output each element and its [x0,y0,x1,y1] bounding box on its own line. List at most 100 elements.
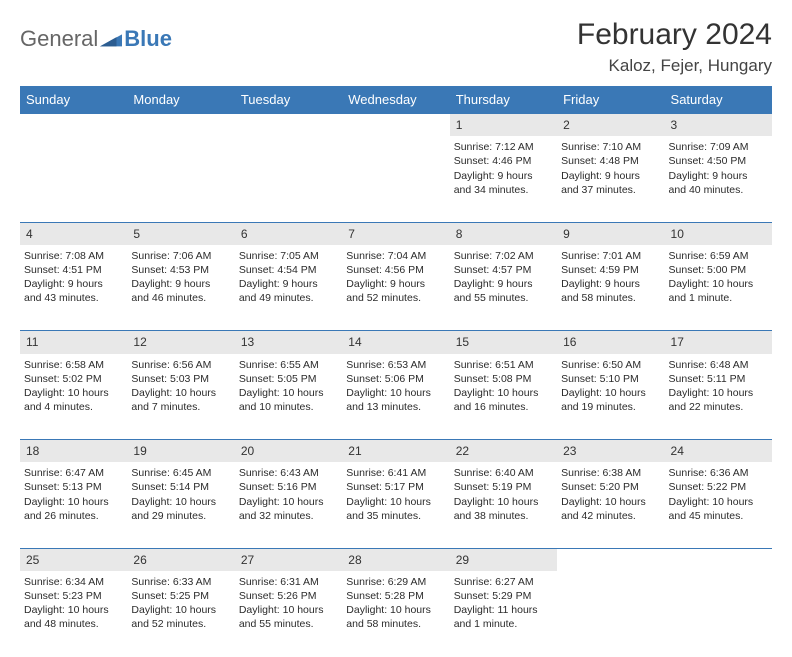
day-cell: Sunrise: 6:27 AMSunset: 5:29 PMDaylight:… [450,571,557,657]
daylight1-text: Daylight: 9 hours [561,169,660,183]
sunset-text: Sunset: 5:11 PM [669,372,768,386]
weekday-header: Wednesday [342,86,449,114]
daylight1-text: Daylight: 10 hours [24,603,123,617]
day-cell: Sunrise: 6:38 AMSunset: 5:20 PMDaylight:… [557,462,664,548]
day-number-cell: 12 [127,331,234,354]
daylight2-text: and 52 minutes. [131,617,230,631]
sunset-text: Sunset: 5:08 PM [454,372,553,386]
day-cell-content: Sunrise: 6:53 AMSunset: 5:06 PMDaylight:… [346,358,445,415]
sunset-text: Sunset: 5:14 PM [131,480,230,494]
day-cell: Sunrise: 7:08 AMSunset: 4:51 PMDaylight:… [20,245,127,331]
sunset-text: Sunset: 4:46 PM [454,154,553,168]
day-cell-content: Sunrise: 6:51 AMSunset: 5:08 PMDaylight:… [454,358,553,415]
daylight1-text: Daylight: 10 hours [24,495,123,509]
logo-text-2: Blue [124,26,172,52]
sunset-text: Sunset: 5:26 PM [239,589,338,603]
day-cell: Sunrise: 6:29 AMSunset: 5:28 PMDaylight:… [342,571,449,657]
day-cell: Sunrise: 6:36 AMSunset: 5:22 PMDaylight:… [665,462,772,548]
sunrise-text: Sunrise: 6:43 AM [239,466,338,480]
day-number-cell: 5 [127,222,234,245]
daylight1-text: Daylight: 9 hours [561,277,660,291]
day-number-cell: 14 [342,331,449,354]
daylight1-text: Daylight: 10 hours [669,386,768,400]
daylight1-text: Daylight: 10 hours [239,386,338,400]
sunset-text: Sunset: 4:56 PM [346,263,445,277]
sunrise-text: Sunrise: 6:29 AM [346,575,445,589]
sunrise-text: Sunrise: 6:38 AM [561,466,660,480]
daylight2-text: and 49 minutes. [239,291,338,305]
sunset-text: Sunset: 5:10 PM [561,372,660,386]
day-number-cell: 26 [127,548,234,571]
day-cell-content: Sunrise: 7:12 AMSunset: 4:46 PMDaylight:… [454,140,553,197]
day-cell: Sunrise: 7:02 AMSunset: 4:57 PMDaylight:… [450,245,557,331]
sunset-text: Sunset: 5:05 PM [239,372,338,386]
sunrise-text: Sunrise: 7:01 AM [561,249,660,263]
day-number-cell [235,114,342,137]
day-cell: Sunrise: 6:50 AMSunset: 5:10 PMDaylight:… [557,354,664,440]
day-cell: Sunrise: 7:10 AMSunset: 4:48 PMDaylight:… [557,136,664,222]
daylight1-text: Daylight: 10 hours [454,495,553,509]
sunset-text: Sunset: 5:22 PM [669,480,768,494]
weekday-header: Saturday [665,86,772,114]
day-cell-content: Sunrise: 6:38 AMSunset: 5:20 PMDaylight:… [561,466,660,523]
sunset-text: Sunset: 4:48 PM [561,154,660,168]
logo: General Blue [20,18,172,52]
day-number-cell [127,114,234,137]
daylight2-text: and 1 minute. [454,617,553,631]
sunrise-text: Sunrise: 6:50 AM [561,358,660,372]
day-number-cell: 3 [665,114,772,137]
day-number-cell: 22 [450,440,557,463]
sunset-text: Sunset: 5:17 PM [346,480,445,494]
day-number-cell: 15 [450,331,557,354]
sunset-text: Sunset: 5:13 PM [24,480,123,494]
daylight2-text: and 13 minutes. [346,400,445,414]
day-cell: Sunrise: 6:31 AMSunset: 5:26 PMDaylight:… [235,571,342,657]
calendar-body: 12 3 Sunrise: 7:12 AMSunset: 4:46 PMDaylig… [20,114,772,657]
sunrise-text: Sunrise: 7:08 AM [24,249,123,263]
sunrise-text: Sunrise: 6:36 AM [669,466,768,480]
daylight1-text: Daylight: 9 hours [669,169,768,183]
daylight1-text: Daylight: 9 hours [454,169,553,183]
sunrise-text: Sunrise: 6:51 AM [454,358,553,372]
daylight1-text: Daylight: 11 hours [454,603,553,617]
day-cell-content: Sunrise: 7:02 AMSunset: 4:57 PMDaylight:… [454,249,553,306]
sunrise-text: Sunrise: 6:59 AM [669,249,768,263]
title-block: February 2024 Kaloz, Fejer, Hungary [577,18,772,76]
day-number-cell: 6 [235,222,342,245]
day-number-cell: 21 [342,440,449,463]
day-cell-content: Sunrise: 6:56 AMSunset: 5:03 PMDaylight:… [131,358,230,415]
sunset-text: Sunset: 5:28 PM [346,589,445,603]
day-number-cell: 18 [20,440,127,463]
day-cell: Sunrise: 7:09 AMSunset: 4:50 PMDaylight:… [665,136,772,222]
day-cell: Sunrise: 6:45 AMSunset: 5:14 PMDaylight:… [127,462,234,548]
daylight1-text: Daylight: 9 hours [239,277,338,291]
daylight1-text: Daylight: 10 hours [346,603,445,617]
day-cell: Sunrise: 6:41 AMSunset: 5:17 PMDaylight:… [342,462,449,548]
day-cell-content: Sunrise: 7:10 AMSunset: 4:48 PMDaylight:… [561,140,660,197]
weekday-header: Monday [127,86,234,114]
day-cell-content: Sunrise: 6:47 AMSunset: 5:13 PMDaylight:… [24,466,123,523]
day-number-cell: 9 [557,222,664,245]
day-cell: Sunrise: 7:04 AMSunset: 4:56 PMDaylight:… [342,245,449,331]
sunset-text: Sunset: 5:19 PM [454,480,553,494]
sunset-text: Sunset: 5:29 PM [454,589,553,603]
day-cell: Sunrise: 7:01 AMSunset: 4:59 PMDaylight:… [557,245,664,331]
day-number-cell: 23 [557,440,664,463]
sunset-text: Sunset: 5:25 PM [131,589,230,603]
daylight1-text: Daylight: 9 hours [346,277,445,291]
daylight2-text: and 38 minutes. [454,509,553,523]
daylight2-text: and 52 minutes. [346,291,445,305]
day-cell-content: Sunrise: 6:59 AMSunset: 5:00 PMDaylight:… [669,249,768,306]
daylight2-text: and 16 minutes. [454,400,553,414]
sunrise-text: Sunrise: 7:04 AM [346,249,445,263]
week-content-row: Sunrise: 7:12 AMSunset: 4:46 PMDaylight:… [20,136,772,222]
daylight2-text: and 1 minute. [669,291,768,305]
sunrise-text: Sunrise: 6:56 AM [131,358,230,372]
sunrise-text: Sunrise: 7:10 AM [561,140,660,154]
daylight2-text: and 26 minutes. [24,509,123,523]
day-cell: Sunrise: 6:58 AMSunset: 5:02 PMDaylight:… [20,354,127,440]
day-cell-content: Sunrise: 6:55 AMSunset: 5:05 PMDaylight:… [239,358,338,415]
sunset-text: Sunset: 4:51 PM [24,263,123,277]
daylight2-text: and 32 minutes. [239,509,338,523]
daylight2-text: and 29 minutes. [131,509,230,523]
